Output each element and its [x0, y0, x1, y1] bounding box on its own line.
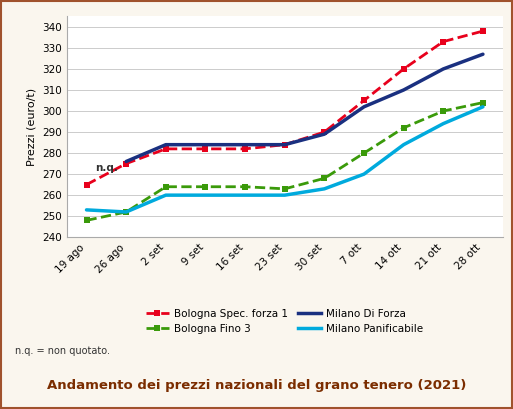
Text: Andamento dei prezzi nazionali del grano tenero (2021): Andamento dei prezzi nazionali del grano… [47, 379, 466, 392]
Legend: Bologna Spec. forza 1, Bologna Fino 3, Milano Di Forza, Milano Panificabile: Bologna Spec. forza 1, Bologna Fino 3, M… [146, 309, 424, 334]
Text: n.q. = non quotato.: n.q. = non quotato. [15, 346, 110, 355]
Text: n.q.: n.q. [95, 163, 118, 173]
Y-axis label: Prezzi (euro/t): Prezzi (euro/t) [27, 88, 36, 166]
